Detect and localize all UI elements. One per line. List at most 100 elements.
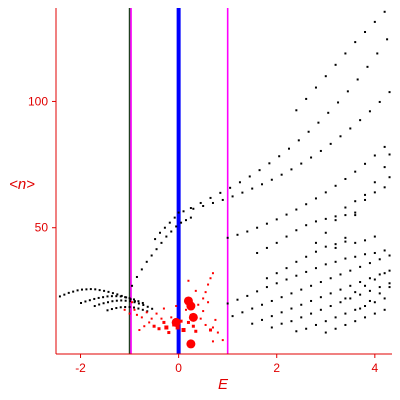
black-point-198 (354, 255, 357, 258)
black-point-262 (373, 312, 376, 315)
black-point-242 (349, 297, 352, 300)
black-point-142 (354, 170, 357, 173)
red-square-point-35 (184, 308, 187, 311)
black-point-79 (219, 191, 222, 194)
black-point-113 (339, 135, 342, 138)
black-point-84 (268, 162, 271, 165)
black-point-7 (89, 288, 92, 291)
black-point-236 (290, 320, 293, 323)
x-tick-label-2: 2 (273, 361, 280, 375)
black-point-39 (120, 299, 123, 302)
black-point-29 (128, 297, 131, 300)
red-square-point-32 (194, 289, 197, 292)
x-tick-label-1: 0 (175, 361, 182, 375)
black-point-146 (334, 246, 337, 249)
black-point-191 (285, 278, 288, 281)
black-point-4 (76, 289, 79, 292)
black-point-76 (189, 207, 192, 210)
black-point-193 (305, 270, 308, 273)
black-point-152 (388, 153, 391, 156)
black-point-170 (334, 215, 337, 218)
black-point-257 (324, 331, 327, 334)
red-square-point-1 (181, 328, 186, 333)
red-square-point-28 (204, 291, 207, 294)
black-point-229 (349, 284, 352, 287)
red-square-point-13 (140, 316, 143, 319)
black-point-140 (334, 184, 337, 187)
black-point-212 (329, 277, 332, 280)
black-point-222 (280, 311, 283, 314)
black-point-180 (334, 243, 337, 246)
black-point-185 (226, 302, 229, 305)
black-point-252 (344, 312, 347, 315)
black-point-54 (137, 307, 140, 310)
black-point-100 (211, 201, 214, 204)
black-point-256 (383, 297, 386, 300)
black-point-47 (106, 309, 109, 312)
black-point-38 (115, 299, 118, 302)
black-point-260 (354, 320, 357, 323)
black-point-186 (236, 298, 239, 301)
black-point-109 (300, 162, 303, 165)
black-point-31 (137, 300, 140, 303)
black-point-44 (142, 304, 145, 307)
black-point-57 (131, 284, 134, 287)
black-point-131 (246, 230, 249, 233)
red-square-point-9 (179, 319, 183, 323)
black-point-108 (290, 168, 293, 171)
black-point-141 (344, 177, 347, 180)
black-point-208 (290, 292, 293, 295)
black-point-167 (305, 224, 308, 227)
black-point-119 (295, 109, 298, 112)
black-point-184 (373, 235, 376, 238)
red-circle-point-3 (171, 317, 181, 327)
black-point-214 (349, 269, 352, 272)
black-point-2 (67, 291, 70, 294)
data-points (58, 10, 391, 349)
black-point-72 (163, 226, 166, 229)
black-point-234 (270, 326, 273, 329)
black-point-67 (180, 221, 183, 224)
black-point-162 (256, 251, 259, 254)
black-point-149 (364, 193, 367, 196)
black-point-36 (106, 301, 109, 304)
black-point-65 (170, 230, 173, 233)
black-point-171 (344, 214, 347, 217)
black-point-96 (386, 38, 389, 41)
black-point-6 (85, 288, 88, 291)
black-point-34 (98, 303, 101, 306)
black-point-207 (280, 296, 283, 299)
black-point-145 (383, 145, 386, 148)
black-point-132 (256, 226, 259, 229)
black-point-16 (129, 298, 132, 301)
red-square-point-26 (197, 303, 200, 306)
black-point-272 (388, 286, 391, 289)
black-point-232 (378, 273, 381, 276)
black-point-134 (275, 218, 278, 221)
black-point-90 (327, 111, 330, 114)
black-point-8 (94, 288, 97, 291)
black-point-33 (93, 305, 96, 308)
black-point-219 (251, 322, 254, 325)
x-axis-label: E (218, 376, 229, 393)
black-point-60 (145, 260, 148, 263)
black-point-259 (344, 323, 347, 326)
black-point-228 (339, 288, 342, 291)
red-square-point-22 (209, 328, 213, 332)
red-square-point-4 (157, 327, 161, 331)
black-point-148 (354, 214, 357, 217)
black-point-205 (261, 303, 264, 306)
black-point-250 (324, 320, 327, 323)
black-point-1 (63, 293, 66, 296)
black-point-249 (314, 323, 317, 326)
black-point-85 (278, 155, 281, 158)
vertical-lines (128, 8, 229, 354)
black-point-37 (111, 300, 114, 303)
red-square-point-14 (135, 313, 138, 316)
black-point-200 (373, 251, 376, 254)
black-point-269 (359, 307, 362, 310)
black-point-25 (110, 295, 113, 298)
red-square-point-21 (204, 323, 207, 326)
black-point-75 (177, 211, 180, 214)
red-square-point-11 (152, 324, 156, 328)
